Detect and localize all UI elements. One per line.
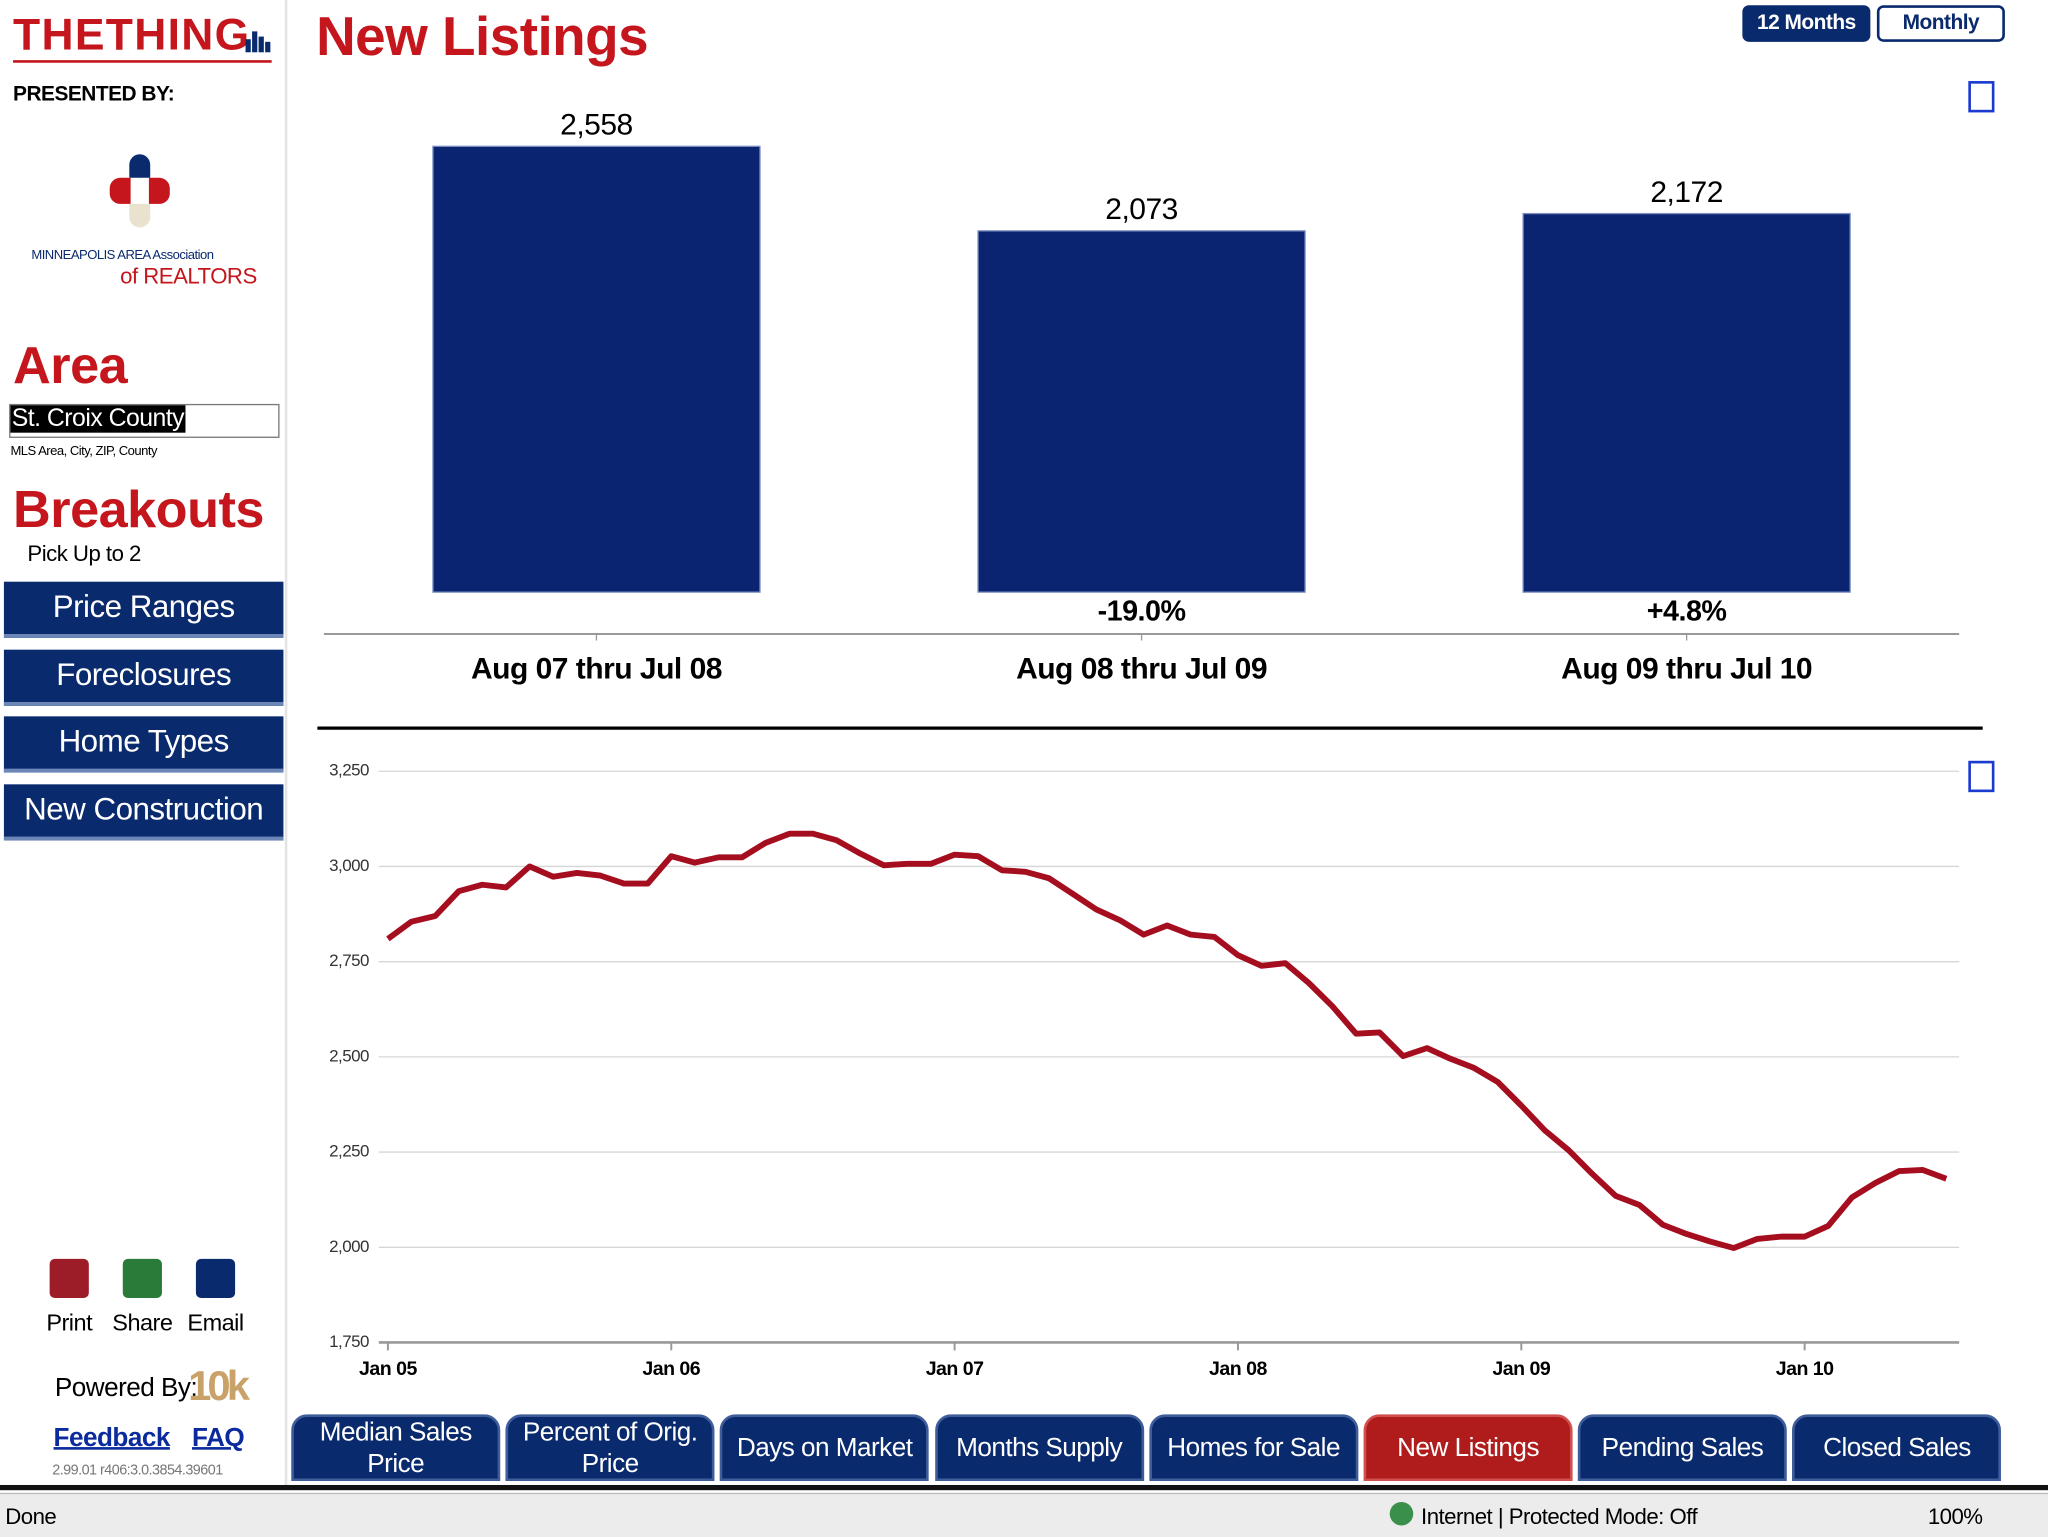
- status-text: Done: [5, 1504, 57, 1530]
- tab[interactable]: Percent of Orig. Price: [505, 1414, 715, 1482]
- value-label: 2,558: [560, 109, 633, 142]
- value-label: 2,073: [1105, 193, 1178, 226]
- status-bar: Done Internet | Protected Mode: Off 100%: [0, 1492, 2048, 1537]
- powered-brand: 10k: [188, 1362, 250, 1410]
- x-tick-label: Jan 08: [1209, 1358, 1267, 1380]
- brand: THETHING: [13, 10, 251, 61]
- sidebar: THETHING PRESENTED BY: MINNEAPOLIS AREA …: [0, 0, 288, 1488]
- interval-button[interactable]: Monthly: [1876, 5, 2005, 42]
- breakouts-heading: Breakouts: [13, 481, 264, 539]
- action-label[interactable]: Email: [187, 1309, 244, 1336]
- zoom-level[interactable]: 100%: [1927, 1504, 1983, 1530]
- x-tick-label: Aug 09 thru Jul 10: [1561, 653, 1812, 686]
- area-heading: Area: [13, 337, 128, 395]
- action-label[interactable]: Share: [112, 1309, 173, 1336]
- y-tick-label: 2,500: [329, 1046, 369, 1065]
- bar: [977, 230, 1306, 593]
- brand-rule: [13, 60, 272, 63]
- area-input[interactable]: St. Croix County: [9, 403, 280, 438]
- breakouts-hint: Pick Up to 2: [27, 541, 141, 567]
- link[interactable]: Feedback: [53, 1423, 171, 1453]
- y-tick-label: 2,000: [329, 1237, 369, 1256]
- x-tick-label: Jan 05: [359, 1358, 417, 1380]
- x-tick-label: Jan 07: [926, 1358, 984, 1380]
- bar: [1522, 212, 1851, 593]
- sponsor-line: of REALTORS: [120, 264, 257, 289]
- x-tick-label: Aug 08 thru Jul 09: [1016, 653, 1267, 686]
- breakout-button[interactable]: New Construction: [3, 784, 284, 841]
- area-value: St. Croix County: [10, 405, 186, 433]
- x-tick-label: Jan 09: [1492, 1358, 1550, 1380]
- change-label: -19.0%: [1098, 596, 1186, 628]
- tab[interactable]: Closed Sales: [1792, 1414, 2002, 1482]
- sponsor-logo: [109, 154, 170, 228]
- status-zone: Internet | Protected Mode: Off: [1421, 1504, 1698, 1530]
- x-tick-label: Jan 10: [1776, 1358, 1834, 1380]
- frame-rule: [0, 1484, 2048, 1491]
- change-label: +4.8%: [1647, 596, 1727, 628]
- bar: [432, 145, 761, 593]
- y-tick-label: 1,750: [329, 1332, 369, 1351]
- presented-by: PRESENTED BY:: [13, 83, 175, 106]
- powered-by: Powered By:: [54, 1373, 198, 1403]
- y-tick-label: 3,000: [329, 856, 369, 875]
- tab[interactable]: Months Supply: [934, 1414, 1144, 1482]
- y-tick-label: 2,750: [329, 951, 369, 970]
- link[interactable]: FAQ: [191, 1423, 245, 1453]
- action-label[interactable]: Print: [46, 1309, 93, 1336]
- zone-icon: [1389, 1501, 1414, 1526]
- expand-icon[interactable]: [1968, 760, 1995, 793]
- x-tick-label: Jan 06: [642, 1358, 700, 1380]
- y-tick-label: 3,250: [329, 761, 369, 780]
- action-icon[interactable]: [195, 1258, 236, 1299]
- sponsor-line: MINNEAPOLIS AREA Association: [31, 248, 214, 263]
- action-icon[interactable]: [49, 1258, 89, 1299]
- expand-icon[interactable]: [1968, 81, 1995, 113]
- action-icon[interactable]: [122, 1258, 162, 1299]
- line-series: [386, 830, 1948, 1251]
- period-button[interactable]: 12 Months: [1742, 5, 1871, 42]
- tab[interactable]: Pending Sales: [1578, 1414, 1788, 1482]
- tab[interactable]: New Listings: [1363, 1414, 1573, 1482]
- tab[interactable]: Days on Market: [720, 1414, 930, 1482]
- breakout-button[interactable]: Foreclosures: [3, 649, 284, 706]
- tab[interactable]: Homes for Sale: [1149, 1414, 1359, 1482]
- y-tick-label: 2,250: [329, 1142, 369, 1161]
- area-hint: MLS Area, City, ZIP, County: [10, 444, 158, 459]
- value-label: 2,172: [1650, 176, 1723, 209]
- brand-icon: [245, 26, 272, 53]
- page-title: New Listings: [316, 5, 649, 67]
- breakout-button[interactable]: Home Types: [3, 716, 284, 773]
- tab[interactable]: Median Sales Price: [291, 1414, 501, 1482]
- version: 2.99.01 r406:3.0.3854.39601: [52, 1462, 223, 1479]
- breakout-button[interactable]: Price Ranges: [3, 581, 284, 638]
- x-tick-label: Aug 07 thru Jul 08: [471, 653, 722, 686]
